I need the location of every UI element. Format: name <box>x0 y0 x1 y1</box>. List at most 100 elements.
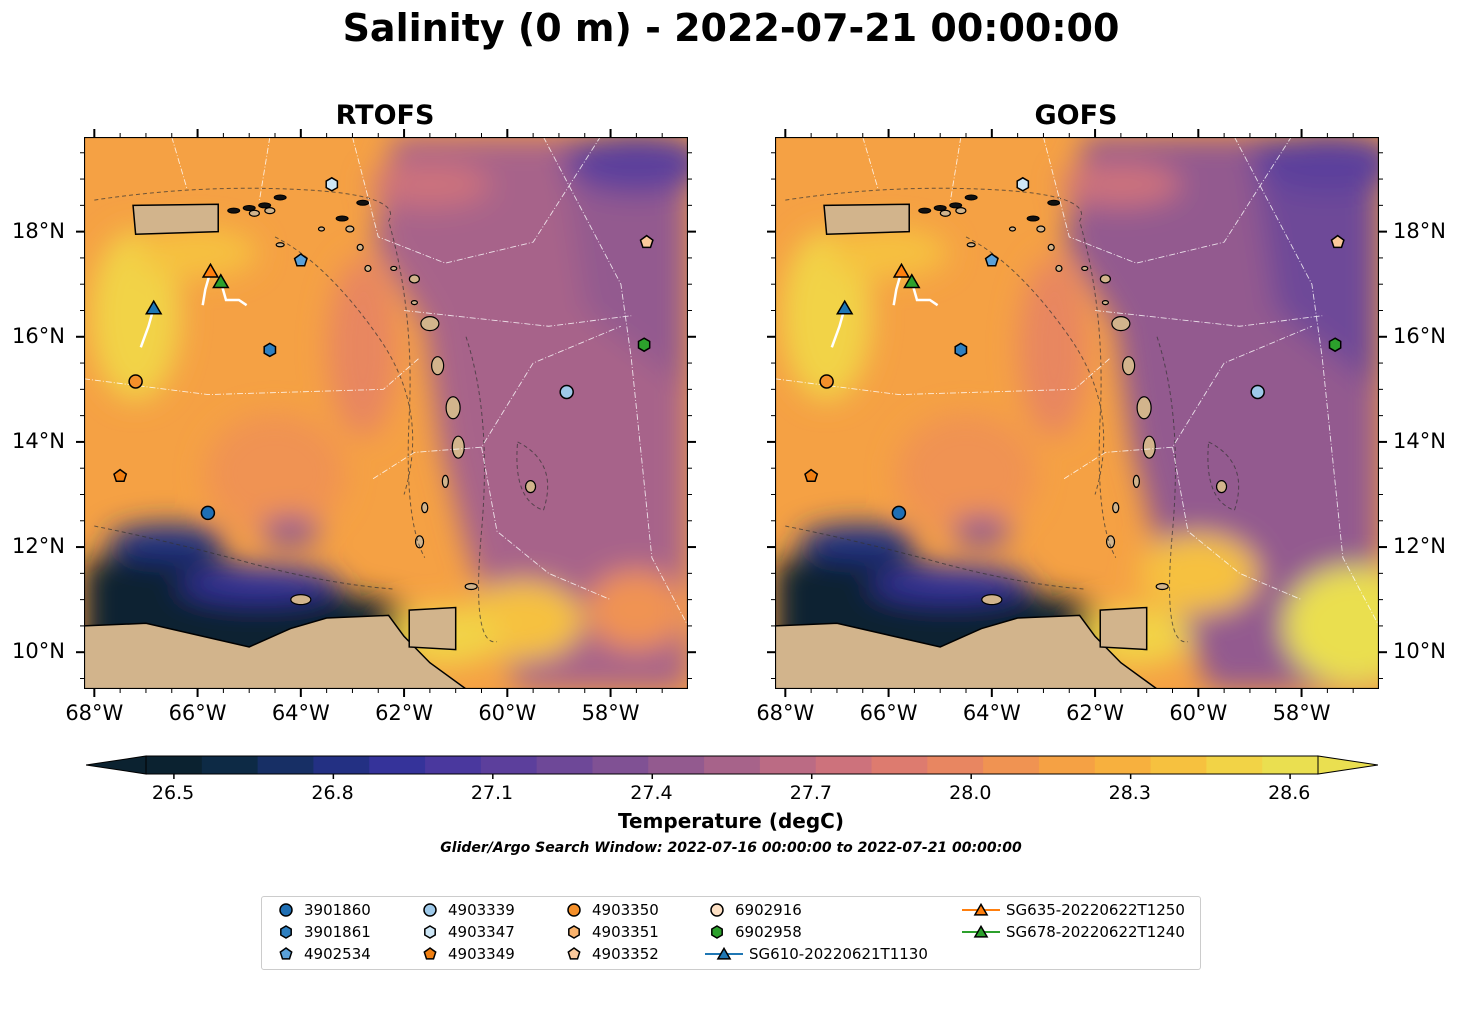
colorbar-tick-label: 27.1 <box>470 782 514 804</box>
lon-tick-label: 66°W <box>168 701 227 725</box>
legend-entry: 3901860 <box>274 901 371 919</box>
legend-label: SG678-20220622T1240 <box>1006 923 1185 941</box>
legend-marker <box>711 925 723 939</box>
lon-tick-label: 66°W <box>859 701 918 725</box>
legend-entry: 4903339 <box>418 901 515 919</box>
lat-tick-label: 16°N <box>1393 323 1446 348</box>
eez-boundaries <box>775 137 1379 627</box>
colorbar-tick-label: 27.4 <box>630 782 673 804</box>
colorbar-min-extend <box>86 755 147 775</box>
obs-marker <box>559 384 574 400</box>
colorbar-segment <box>146 756 203 774</box>
colorbar-segment <box>536 756 594 774</box>
colorbar-tick-label: 27.7 <box>789 782 833 804</box>
colorbar-segment <box>871 756 928 774</box>
obs-marker <box>201 262 220 278</box>
figure-title: Salinity (0 m) - 2022-07-21 00:00:00 <box>342 6 1120 50</box>
obs-marker <box>293 253 308 267</box>
panel-title-rtofs: RTOFS <box>335 100 435 131</box>
lon-tick-label: 58°W <box>581 701 640 725</box>
legend-label: 4903350 <box>592 901 659 919</box>
obs-marker <box>804 468 819 483</box>
search-window-caption: Glider/Argo Search Window: 2022-07-16 00… <box>440 840 1022 856</box>
colorbar-segment <box>983 756 1040 774</box>
colorbar-segment <box>704 756 761 774</box>
obs-marker <box>1250 384 1265 400</box>
obs-marker <box>891 505 907 521</box>
obs-marker <box>128 374 143 389</box>
legend-label: 4903351 <box>592 923 659 941</box>
lat-tick-label: 16°N <box>12 323 65 348</box>
colorbar-segment <box>480 756 538 774</box>
legend-marker <box>423 903 437 917</box>
colorbar-segment <box>201 756 259 774</box>
obs-marker <box>892 262 911 278</box>
land <box>775 194 1228 689</box>
obs-marker <box>954 342 968 358</box>
colorbar-tick-label: 28.6 <box>1268 782 1311 804</box>
lat-tick-label: 10°N <box>12 639 65 664</box>
legend-marker <box>279 947 293 960</box>
colorbar-segment <box>815 756 873 774</box>
legend-label: 6902958 <box>735 923 802 941</box>
legend-label: SG610-20220621T1130 <box>749 945 928 963</box>
legend-label: SG635-20220622T1250 <box>1006 901 1185 919</box>
glider-track <box>219 281 248 307</box>
legend-marker <box>568 925 580 939</box>
obs-marker <box>325 176 339 192</box>
obs-marker <box>200 505 216 521</box>
bathymetry-contours <box>94 187 549 643</box>
lat-tick-label: 12°N <box>1393 534 1446 559</box>
legend-marker <box>716 946 732 960</box>
colorbar-segment <box>1262 756 1319 774</box>
lon-tick-label: 64°W <box>271 701 330 725</box>
lat-tick-label: 12°N <box>12 534 65 559</box>
lon-tick-label: 60°W <box>478 701 537 725</box>
legend-entry: 3901861 <box>274 923 371 941</box>
colorbar-segment <box>927 756 984 774</box>
lon-tick-label: 58°W <box>1272 701 1331 725</box>
obs-marker <box>639 234 654 249</box>
legend-marker <box>567 903 581 917</box>
colorbar-segment <box>1094 756 1152 774</box>
legend-entry: SG635-20220622T1250 <box>962 901 1185 919</box>
lat-tick-label: 18°N <box>12 218 65 243</box>
legend-label: 4903347 <box>448 923 515 941</box>
colorbar-segment <box>648 756 705 774</box>
colorbar-segment <box>313 756 370 774</box>
legend-label: 4903352 <box>592 945 659 963</box>
glider-track <box>910 281 939 307</box>
obs-marker <box>1330 234 1345 249</box>
legend: 3901860 3901861 4902534 4903339 4903347 49033… <box>261 896 1201 970</box>
legend-entry: SG678-20220622T1240 <box>962 923 1185 941</box>
legend-entry: 6902958 <box>705 923 802 941</box>
colorbar-tick-label: 26.8 <box>311 782 354 804</box>
legend-marker <box>567 947 581 960</box>
legend-label: 4903339 <box>448 901 515 919</box>
colorbar-segment <box>369 756 426 774</box>
eez-boundaries <box>84 137 688 627</box>
lat-tick-label: 18°N <box>1393 218 1446 243</box>
obs-marker <box>144 299 163 315</box>
legend-entry: 4903347 <box>418 923 515 941</box>
obs-marker <box>263 342 277 358</box>
lat-tick-label: 14°N <box>1393 428 1446 453</box>
colorbar-max-extend <box>1317 755 1378 775</box>
legend-marker <box>973 902 989 916</box>
colorbar-label: Temperature (degC) <box>618 809 844 833</box>
lon-tick-label: 62°W <box>375 701 434 725</box>
obs-marker <box>637 337 651 353</box>
legend-marker <box>280 925 292 939</box>
obs-marker <box>1016 176 1030 192</box>
legend-marker <box>423 947 437 960</box>
colorbar-segment <box>592 756 649 774</box>
colorbar-segment <box>1206 756 1263 774</box>
lon-tick-label: 68°W <box>756 701 815 725</box>
colorbar-segment <box>257 756 315 774</box>
obs-marker <box>903 273 921 289</box>
legend-entry: 4903350 <box>562 901 659 919</box>
panel-title-gofs: GOFS <box>1034 100 1118 131</box>
colorbar-segment <box>1038 756 1096 774</box>
legend-marker <box>973 924 989 938</box>
